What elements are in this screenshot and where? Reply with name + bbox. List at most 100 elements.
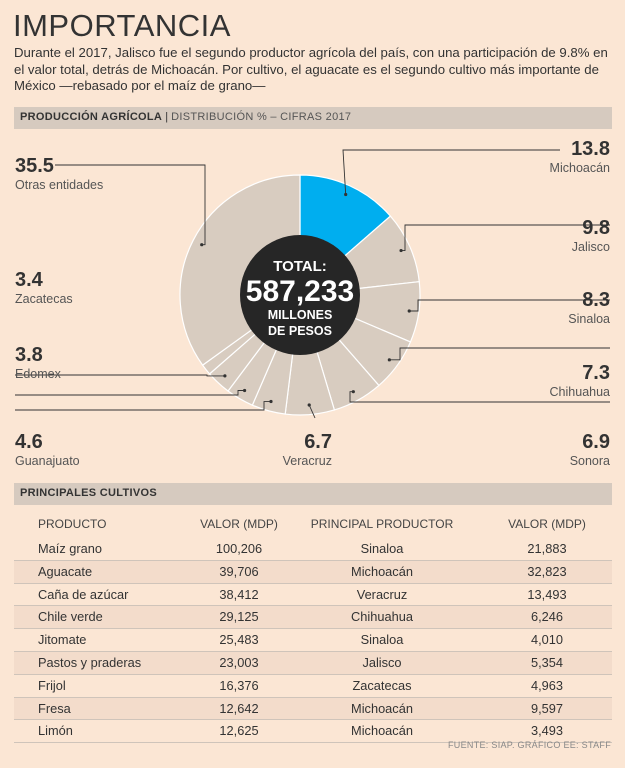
- cell-producer-value: 32,823: [527, 563, 567, 579]
- cell-value: 16,376: [219, 677, 259, 693]
- section-subtitle: DISTRIBUCIÓN % – CIFRAS 2017: [171, 111, 352, 123]
- leader-dot: [344, 192, 348, 197]
- table-row: Maíz grano 100,206 Sinaloa 21,883: [14, 538, 612, 561]
- section-title-crops: PRINCIPALES CULTIVOS: [20, 487, 157, 499]
- section-bar-crops: PRINCIPALES CULTIVOS: [14, 483, 612, 505]
- leader-line: [15, 401, 271, 411]
- center-total-label: TOTAL:: [273, 258, 327, 275]
- cell-producer: Sinaloa: [360, 541, 404, 556]
- table-row: Jitomate 25,483 Sinaloa 4,010: [14, 629, 612, 652]
- source-footer: FUENTE: SIAP. GRÁFICO EE: STAFF: [448, 740, 611, 750]
- leader-line: [342, 149, 560, 195]
- slice-value-label: 8.3: [582, 289, 610, 311]
- leader-line: [308, 404, 316, 419]
- header-value: VALOR (MDP): [200, 517, 278, 531]
- table-row: Caña de azúcar 38,412 Veracruz 13,493: [14, 584, 612, 607]
- cell-producer-value: 6,246: [530, 609, 564, 625]
- cell-value: 100,206: [215, 541, 263, 556]
- leader-dot: [387, 358, 391, 362]
- cell-product: Fresa: [38, 700, 71, 716]
- crops-table: PRODUCTO VALOR (MDP) PRINCIPAL PRODUCTOR…: [14, 514, 612, 744]
- cell-product: Limón: [38, 723, 73, 739]
- center-total-value: 587,233: [246, 275, 354, 308]
- cell-product: Caña de azúcar: [38, 586, 129, 602]
- slice-name-label: Zacatecas: [15, 292, 73, 306]
- slice-value-label: 3.4: [15, 269, 44, 291]
- leader-line: [15, 390, 245, 396]
- slice-value-label: 3.8: [15, 344, 43, 366]
- cell-value: 25,483: [219, 632, 259, 648]
- leader-dot: [243, 388, 247, 393]
- slice-name-label: Chihuahua: [550, 385, 611, 399]
- cell-value: 12,642: [219, 700, 259, 716]
- cell-product: Jitomate: [38, 632, 87, 648]
- cell-producer-value: 21,883: [527, 541, 567, 556]
- cell-producer: Veracruz: [356, 586, 408, 602]
- slice-value-label: 6.7: [304, 431, 332, 453]
- slice-name-label: Guanajuato: [15, 454, 80, 468]
- cell-product: Chile verde: [38, 609, 103, 625]
- cell-producer-value: 4,963: [530, 677, 564, 693]
- cell-producer: Zacatecas: [352, 677, 412, 693]
- leader-dot: [351, 390, 355, 394]
- cell-producer: Chihuahua: [351, 609, 413, 625]
- cell-product: Maíz grano: [38, 541, 103, 556]
- table-row: Fresa 12,642 Michoacán 9,597: [14, 697, 612, 721]
- table-header: PRODUCTO VALOR (MDP) PRINCIPAL PRODUCTOR…: [14, 514, 612, 538]
- leader-dot: [269, 399, 273, 404]
- table-row: Limón 12,625 Michoacán 3,493: [14, 720, 612, 744]
- leader-line: [15, 374, 225, 377]
- leader-line: [55, 164, 206, 246]
- cell-producer: Jalisco: [362, 654, 402, 670]
- cell-product: Pastos y praderas: [38, 654, 142, 670]
- cell-producer-value: 5,354: [530, 654, 564, 670]
- leader-line: [409, 299, 610, 312]
- leader-line: [349, 391, 610, 403]
- page-title: IMPORTANCIA: [13, 8, 231, 43]
- cell-producer-value: 4,010: [530, 632, 564, 648]
- leader-line: [389, 347, 610, 361]
- slice-name-label: Jalisco: [572, 240, 610, 254]
- cell-producer: Sinaloa: [360, 632, 404, 648]
- section-title: PRODUCCIÓN AGRÍCOLA: [20, 111, 163, 123]
- slice-name-label: Sinaloa: [568, 312, 610, 326]
- cell-producer: Michoacán: [351, 723, 413, 739]
- slice-name-label: Michoacán: [550, 161, 610, 175]
- center-unit-line1: MILLONES: [268, 308, 333, 322]
- header-product: PRODUCTO: [38, 517, 107, 531]
- slice-name-label: Edomex: [15, 367, 62, 381]
- slice-value-label: 6.9: [582, 431, 610, 453]
- slice-value-label: 9.8: [582, 217, 610, 239]
- leader-dot: [223, 374, 227, 378]
- section-separator: |: [165, 111, 169, 123]
- section-bar-production: PRODUCCIÓN AGRÍCOLA | DISTRIBUCIÓN % – C…: [14, 107, 612, 129]
- intro-text: Durante el 2017, Jalisco fue el segundo …: [14, 45, 608, 93]
- table-row: Chile verde 29,125 Chihuahua 6,246: [14, 606, 612, 630]
- cell-value: 29,125: [219, 609, 259, 625]
- leader-dot: [200, 243, 204, 247]
- slice-value-label: 35.5: [15, 155, 54, 177]
- slice-value-label: 4.6: [15, 431, 43, 453]
- pie-slice-otras-entidades: [179, 174, 301, 367]
- slice-name-label: Sonora: [570, 454, 610, 468]
- cell-producer: Michoacán: [351, 700, 413, 716]
- center-circle: [240, 235, 360, 355]
- header-producer: PRINCIPAL PRODUCTOR: [310, 517, 454, 531]
- slice-name-label: Veracruz: [283, 454, 332, 468]
- center-unit-line2: DE PESOS: [268, 324, 332, 338]
- cell-value: 23,003: [219, 654, 259, 670]
- table-row: Pastos y praderas 23,003 Jalisco 5,354: [14, 651, 612, 675]
- table-row: Frijol 16,376 Zacatecas 4,963: [14, 675, 612, 698]
- slice-name-label: Otras entidades: [15, 178, 103, 192]
- leader-dot: [399, 248, 403, 253]
- cell-product: Frijol: [38, 677, 66, 693]
- cell-value: 39,706: [219, 563, 259, 579]
- leader-line: [401, 224, 610, 252]
- cell-value: 38,412: [219, 586, 259, 602]
- slice-value-label: 13.8: [571, 138, 610, 160]
- leader-dot: [407, 309, 411, 313]
- slice-value-label: 7.3: [582, 362, 610, 384]
- cell-value: 12,625: [219, 723, 259, 739]
- header-producer-value: VALOR (MDP): [508, 517, 586, 531]
